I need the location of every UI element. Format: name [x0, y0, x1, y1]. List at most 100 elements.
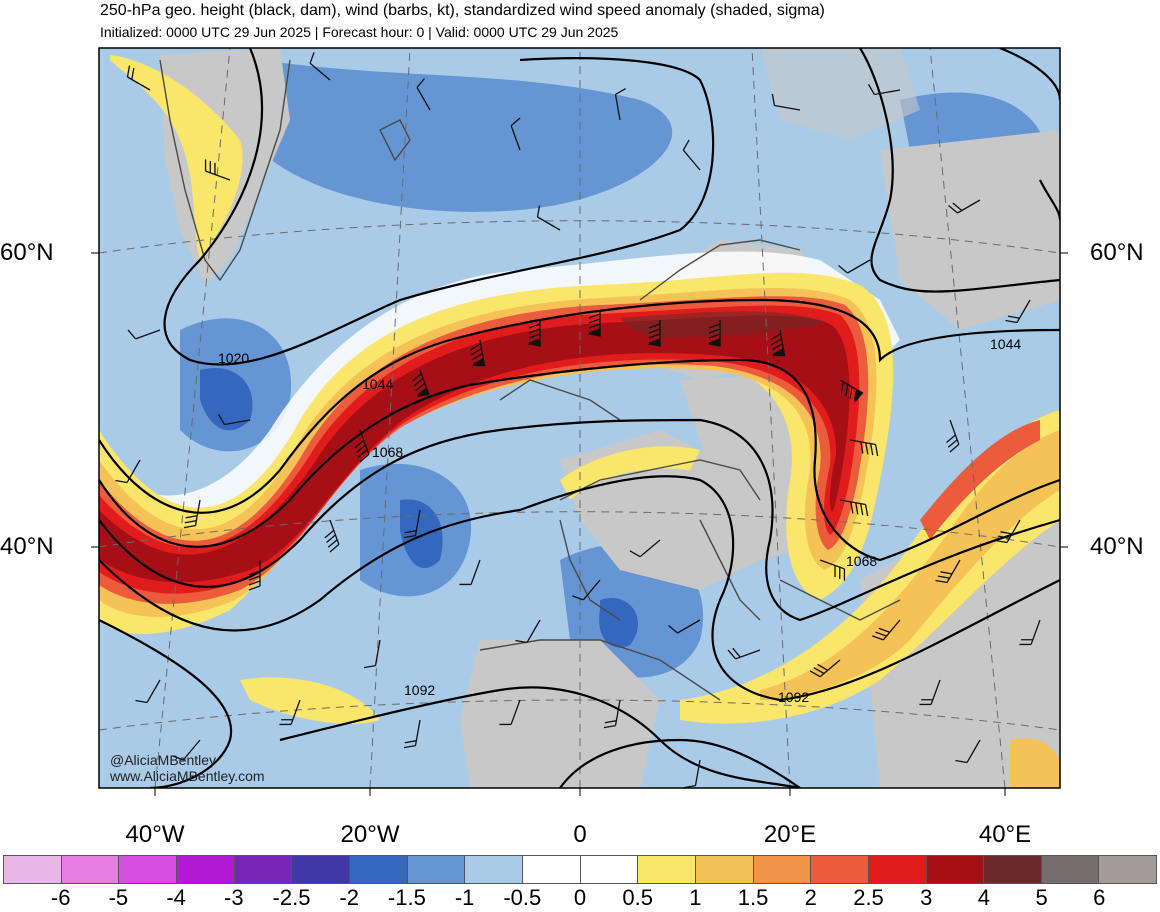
colorbar-swatch	[234, 856, 293, 883]
colorbar-tick-label: 0.5	[622, 885, 653, 910]
southern-jet-shading	[110, 55, 1060, 788]
wind-barb	[995, 519, 1021, 544]
colorbar-tick-label: 3	[920, 885, 933, 910]
wind-barb	[849, 439, 879, 457]
wind-barb	[354, 429, 370, 463]
chart-title: 250-hPa geo. height (black, dam), wind (…	[100, 2, 825, 19]
wind-barb	[363, 639, 381, 669]
wind-barb	[867, 84, 901, 96]
wind-barb	[946, 419, 960, 453]
colorbar-swatch	[695, 856, 754, 883]
colorbar-tick-label: 5	[1035, 885, 1048, 910]
wind-barb	[838, 259, 871, 274]
wind-barb	[172, 739, 201, 761]
wind-barb	[839, 499, 869, 517]
lon-label: 40°W	[125, 821, 185, 848]
wind-barb	[572, 579, 601, 601]
wind-barb	[603, 699, 621, 729]
lat-label-right: 40°N	[1090, 533, 1144, 560]
wind-barb	[872, 619, 901, 641]
wind-barb	[809, 659, 841, 678]
contour-labels: 1020 1044 1068 1092 1044 1068 1092	[218, 336, 1021, 705]
wind-barb	[629, 539, 661, 558]
colorbar	[3, 855, 1157, 884]
wind-barb	[127, 329, 161, 340]
colorbar-tick-label: 4	[977, 885, 991, 910]
wind-barb	[403, 509, 421, 539]
colorbar-swatch	[926, 856, 985, 883]
wind-barb	[279, 699, 301, 726]
colorbar-tick-label: -4	[166, 885, 186, 910]
wind-barb	[1019, 619, 1041, 646]
axis-ticks	[91, 252, 1068, 796]
wind-barb	[135, 679, 161, 704]
colorbar-tick-label: -5	[108, 885, 129, 910]
colorbar-swatch	[580, 856, 639, 883]
wind-barb	[819, 559, 846, 581]
colorbar-tick-label: -0.5	[503, 885, 542, 910]
wind-barb	[403, 719, 421, 749]
colorbar-tick-label: 1	[689, 885, 702, 910]
colorbar-swatch	[811, 856, 869, 883]
wind-barb	[416, 78, 431, 111]
wind-barb	[217, 414, 251, 426]
contour-label: 1092	[778, 689, 809, 705]
colorbar-swatch	[984, 856, 1042, 883]
wind-barb	[499, 699, 521, 726]
wind-barb	[707, 320, 721, 347]
colorbar-swatch	[1041, 856, 1100, 883]
colorbar-swatch	[868, 856, 927, 883]
wind-barb	[115, 459, 141, 484]
lon-label: 20°E	[763, 821, 817, 848]
wind-barb	[183, 499, 201, 529]
colorbar-tick-label: -1.5	[387, 885, 426, 910]
graticule	[99, 48, 1060, 788]
colorbar-tick-label: -3	[224, 885, 244, 910]
contour-label: 1044	[362, 376, 393, 392]
colorbar-swatch	[4, 856, 62, 883]
wind-barb	[948, 199, 981, 214]
credit-site: www.AliciaMBentley.com	[110, 768, 265, 784]
colorbar-tick-label: 2	[804, 885, 817, 910]
lat-label-left: 60°N	[0, 239, 54, 266]
colorbar-swatch	[522, 856, 581, 883]
wind-barb	[536, 205, 561, 231]
lon-label: 20°W	[340, 821, 400, 848]
wind-barb	[1005, 299, 1031, 324]
contour-label: 1068	[372, 444, 403, 460]
wind-barb	[770, 329, 786, 357]
wind-barb	[248, 560, 261, 591]
wind-barb	[527, 320, 541, 347]
wind-barb	[510, 117, 521, 151]
jet-streak-shading	[99, 272, 894, 634]
colorbar-tick-label: 1.5	[737, 885, 769, 910]
colorbar-tick-label: -6	[50, 885, 71, 910]
wind-barb	[126, 65, 151, 91]
wind-barb	[682, 139, 701, 171]
colorbar-tick-label: -2	[339, 885, 359, 910]
wind-barb	[459, 559, 481, 586]
colorbar-tick-label: 2.5	[853, 885, 884, 910]
lon-label: 0	[573, 821, 587, 848]
lat-label-left: 40°N	[0, 533, 54, 560]
colorbar-swatch	[176, 856, 235, 883]
colorbar-swatch	[465, 856, 523, 883]
wind-barbs	[115, 52, 1041, 788]
wind-barb	[204, 159, 231, 181]
credit-handle: @AliciaMBentley	[110, 752, 217, 768]
wind-barb	[668, 619, 701, 634]
colorbar-tick-label: 0	[573, 885, 587, 910]
colorbar-swatch	[292, 856, 350, 883]
wind-barb	[470, 339, 486, 367]
wind-barb	[839, 379, 864, 403]
wind-barb	[955, 739, 981, 764]
wind-barb	[771, 93, 801, 111]
coastlines	[159, 59, 901, 701]
colorbar-swatch	[638, 856, 696, 883]
colorbar-tick-label: -2.5	[272, 885, 311, 910]
colorbar-tick-label: 6	[1093, 885, 1106, 910]
colorbar-swatch	[61, 856, 120, 883]
wind-barb	[411, 369, 430, 397]
colorbar-swatch	[1099, 856, 1157, 883]
